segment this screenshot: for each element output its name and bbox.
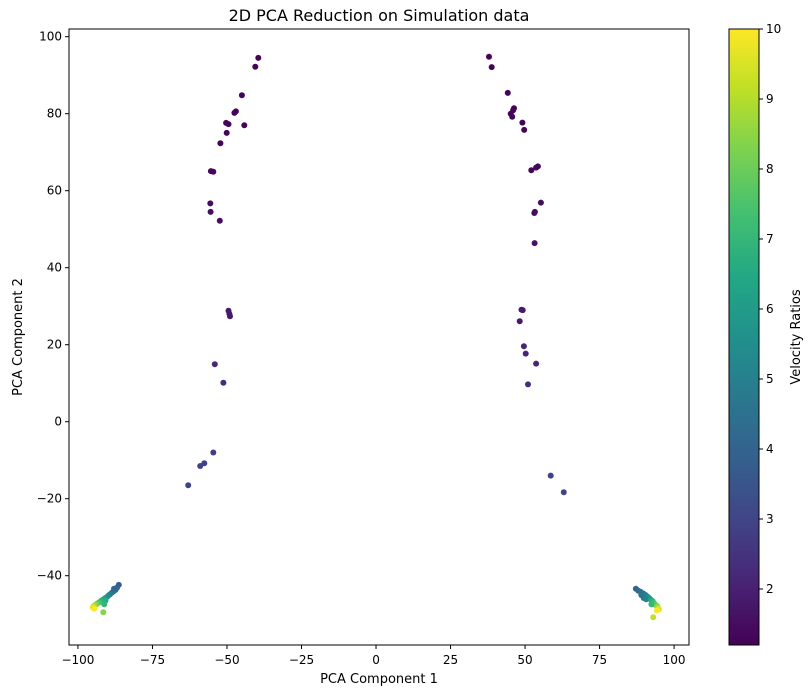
- x-axis-label: PCA Component 1: [320, 672, 438, 687]
- scatter-point: [525, 381, 531, 388]
- colorbar-label: Velocity Ratios: [789, 289, 804, 385]
- scatter-point: [648, 601, 655, 608]
- x-axis: −100 −75 −50 −25 0 25 50 75 100: [61, 645, 686, 667]
- plot-area: [89, 53, 662, 621]
- scatter-point: [528, 167, 535, 174]
- scatter-point: [531, 210, 538, 216]
- scatter-point: [531, 240, 538, 247]
- colorbar-ticks: 2 3 4 5 6 7 8 9 10: [759, 22, 781, 596]
- scatter-point: [211, 361, 218, 368]
- colorbar-gradient: [728, 28, 760, 646]
- scatter-point: [231, 109, 238, 116]
- scatter-point: [185, 482, 192, 489]
- scatter-point: [486, 53, 492, 60]
- scatter-point: [518, 306, 525, 313]
- scatter-point: [207, 208, 214, 215]
- scatter-point: [210, 168, 217, 175]
- scatter-point: [227, 313, 233, 320]
- scatter-point: [217, 140, 224, 147]
- scatter-point: [207, 200, 214, 207]
- scatter-point: [650, 614, 657, 621]
- scatter-point: [238, 92, 245, 99]
- y-tick-label: −20: [37, 492, 62, 506]
- chart-title: 2D PCA Reduction on Simulation data: [229, 6, 530, 25]
- y-tick-label: 100: [39, 30, 62, 44]
- colorbar-tick-label: 2: [766, 582, 774, 596]
- y-tick-label: −40: [37, 569, 62, 583]
- scatter-point: [522, 350, 529, 357]
- scatter-point: [521, 126, 528, 133]
- scatter-point: [241, 122, 248, 129]
- x-tick-label: 50: [517, 653, 532, 667]
- colorbar-tick-label: 3: [766, 512, 774, 526]
- x-tick-label: 75: [592, 653, 607, 667]
- scatter-point: [197, 463, 204, 469]
- scatter-point: [223, 129, 230, 136]
- scatter-point: [653, 607, 660, 614]
- scatter-point: [100, 609, 107, 616]
- scatter-point: [91, 605, 98, 612]
- scatter-point: [216, 217, 223, 224]
- scatter-point: [101, 601, 108, 608]
- x-tick-label: −75: [140, 653, 165, 667]
- y-tick-label: 20: [47, 338, 62, 352]
- colorbar-tick-label: 7: [766, 232, 774, 246]
- scatter-point: [560, 489, 567, 496]
- y-tick-label: 0: [54, 415, 62, 429]
- scatter-point: [255, 54, 262, 61]
- y-tick-label: 60: [47, 184, 62, 198]
- scatter-point: [643, 596, 650, 603]
- scatter-point: [520, 343, 527, 350]
- x-tick-label: −100: [61, 653, 94, 667]
- scatter-point: [537, 199, 544, 206]
- y-axis: −40 −20 0 20 40 60 80 100: [37, 30, 69, 583]
- x-tick-label: −50: [214, 653, 239, 667]
- colorbar-tick-label: 5: [766, 372, 774, 386]
- colorbar-tick-label: 9: [766, 92, 774, 106]
- scatter-point: [547, 472, 554, 479]
- scatter-point: [533, 360, 540, 367]
- plot-frame: [68, 28, 690, 646]
- y-axis-label: PCA Component 2: [11, 278, 26, 396]
- x-tick-label: 100: [663, 653, 686, 667]
- colorbar-tick-label: 10: [766, 22, 781, 36]
- scatter-point: [210, 449, 217, 456]
- scatter-point: [504, 89, 511, 96]
- scatter-point: [225, 121, 232, 128]
- scatter-point: [220, 379, 227, 386]
- scatter-point: [519, 119, 526, 126]
- scatter-point: [488, 64, 495, 71]
- scatter-point: [516, 318, 523, 325]
- scatter-point: [111, 585, 117, 592]
- colorbar-tick-label: 6: [766, 302, 774, 316]
- scatter-point: [509, 113, 516, 120]
- y-tick-label: 80: [47, 107, 62, 121]
- x-tick-label: 0: [372, 653, 380, 667]
- colorbar-tick-label: 8: [766, 162, 774, 176]
- colorbar: 2 3 4 5 6 7 8 9 10 Velocity Ratios: [728, 22, 804, 646]
- x-tick-label: 25: [443, 653, 458, 667]
- y-tick-label: 40: [47, 261, 62, 275]
- scatter-point: [252, 63, 259, 70]
- scatter-point: [533, 164, 540, 171]
- colorbar-tick-label: 4: [766, 442, 774, 456]
- x-tick-label: −25: [289, 653, 314, 667]
